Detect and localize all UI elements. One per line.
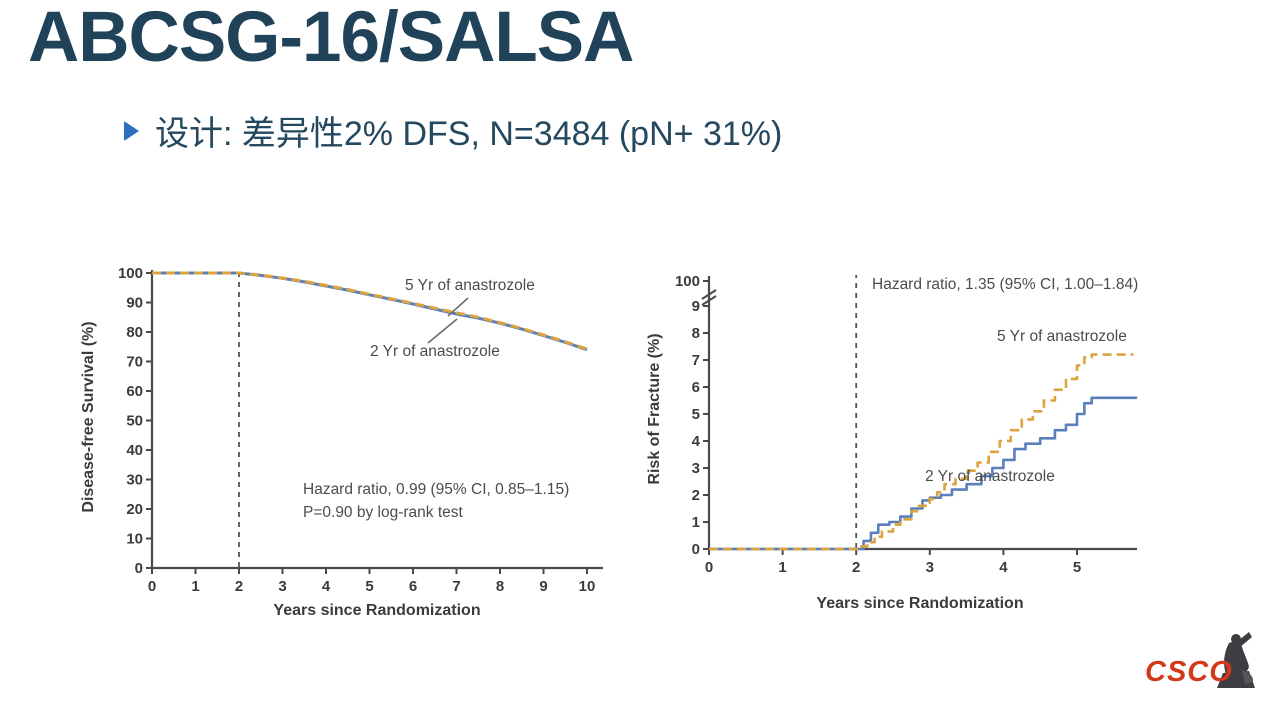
x-tick-label: 0	[705, 559, 713, 576]
x-tick-label: 3	[926, 559, 934, 576]
fracture-label-5yr: 5 Yr of anastrozole	[997, 328, 1127, 345]
bullet-arrow-icon	[124, 120, 139, 141]
y-tick-label: 4	[692, 433, 701, 450]
x-tick-label: 10	[579, 578, 596, 595]
y-tick-label: 3	[692, 460, 700, 477]
dfs-x-axis-label: Years since Randomization	[273, 602, 481, 619]
y-tick-label: 80	[126, 324, 143, 341]
y-tick-label: 100	[118, 265, 143, 282]
y-tick-label: 90	[126, 295, 143, 312]
x-tick-label: 4	[322, 578, 331, 595]
csco-statue-icon	[1217, 632, 1255, 688]
x-tick-label: 2	[235, 578, 243, 595]
x-tick-label: 1	[191, 578, 199, 595]
x-tick-label: 4	[999, 559, 1008, 576]
dfs-pvalue-text: P=0.90 by log-rank test	[303, 504, 463, 522]
bullet-text: 设计: 差异性2% DFS, N=3484 (pN+ 31%)	[155, 115, 783, 153]
x-tick-label: 5	[1073, 559, 1081, 576]
fracture-x-axis-label: Years since Randomization	[816, 595, 1024, 612]
y-tick-label: 20	[126, 501, 143, 518]
x-tick-label: 1	[778, 559, 786, 576]
x-tick-label: 0	[148, 578, 156, 595]
frac-curve-5yr	[709, 353, 1134, 551]
csco-logo: CSCO	[1145, 630, 1257, 700]
frac-curve-2yr	[709, 396, 1138, 551]
dfs-label-5yr: 5 Yr of anastrozole	[405, 277, 535, 294]
y-tick-label: 8	[692, 325, 700, 342]
fracture-hazard-ratio-text: Hazard ratio, 1.35 (95% CI, 1.00–1.84)	[872, 276, 1139, 293]
y-break-label: 100	[675, 273, 700, 290]
y-tick-label: 1	[692, 514, 700, 531]
y-tick-label: 70	[126, 354, 143, 371]
fracture-y-axis-label: Risk of Fracture (%)	[646, 333, 663, 485]
x-tick-label: 5	[365, 578, 373, 595]
y-tick-label: 50	[126, 413, 143, 430]
x-tick-label: 8	[496, 578, 504, 595]
dfs-chart: 0 10 20 30 40 50 60 70 80 90 100 0 1 2 3 4 5 6 7 8 9 10 Disea…	[60, 250, 645, 660]
y-tick-label: 10	[126, 531, 143, 548]
x-tick-label: 6	[409, 578, 417, 595]
bullet-line: 设计: 差异性2% DFS, N=3484 (pN+ 31%)	[124, 106, 782, 155]
x-tick-label: 9	[539, 578, 547, 595]
dfs-annotation: Hazard ratio, 0.99 (95% CI, 0.85–1.15) P…	[303, 478, 569, 525]
dfs-hazard-ratio-text: Hazard ratio, 0.99 (95% CI, 0.85–1.15)	[303, 481, 570, 498]
y-tick-label: 5	[692, 406, 700, 423]
fracture-label-2yr: 2 Yr of anastrozole	[925, 468, 1055, 485]
x-tick-label: 3	[278, 578, 286, 595]
y-tick-label: 9	[692, 298, 700, 315]
label-leader-line	[447, 297, 469, 317]
fracture-chart: 0 1 2 3 4 5 6 7 8 9 100 0 1 2 3 4 5 Risk of Fracture (%)…	[645, 250, 1220, 660]
y-tick-label: 0	[135, 560, 143, 577]
page-title: ABCSG-16/SALSA	[28, 0, 634, 77]
y-tick-label: 7	[692, 352, 700, 369]
x-tick-label: 2	[852, 559, 860, 576]
dfs-y-axis-label: Disease-free Survival (%)	[80, 321, 97, 513]
y-tick-label: 40	[126, 442, 143, 459]
dfs-label-2yr: 2 Yr of anastrozole	[370, 343, 500, 360]
fracture-plot: 0 1 2 3 4 5 6 7 8 9 100 0 1 2 3 4 5	[675, 273, 1138, 576]
y-tick-label: 6	[692, 379, 700, 396]
fracture-annotation: Hazard ratio, 1.35 (95% CI, 1.00–1.84)	[872, 273, 1138, 296]
x-tick-label: 7	[452, 578, 460, 595]
axis-break-icon	[701, 295, 717, 306]
label-leader-line	[427, 318, 458, 344]
y-tick-label: 2	[692, 487, 700, 504]
csco-logo-text: CSCO	[1145, 656, 1233, 688]
y-tick-label: 60	[126, 383, 143, 400]
dfs-plot: 0 10 20 30 40 50 60 70 80 90 100 0 1 2 3 4 5 6 7 8 9 10	[118, 265, 603, 595]
axis-break-icon	[701, 289, 717, 300]
y-tick-label: 30	[126, 472, 143, 489]
dfs-curve-5yr	[152, 271, 588, 351]
y-tick-label: 0	[692, 541, 700, 558]
